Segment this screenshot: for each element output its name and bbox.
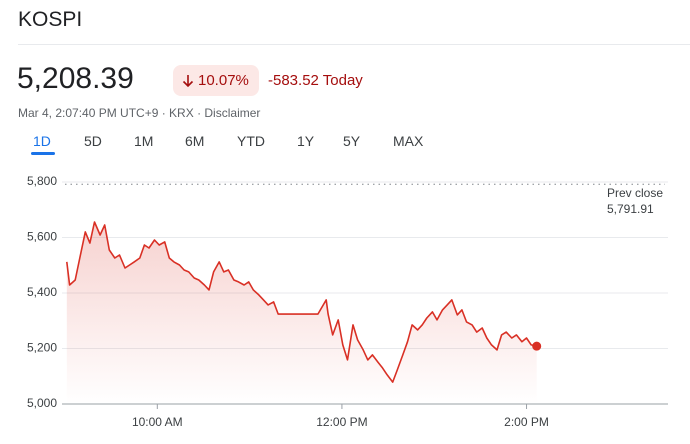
range-tab[interactable]: 5Y <box>343 133 361 149</box>
price-line <box>66 221 537 383</box>
title: KOSPI <box>18 8 83 31</box>
change-today: -583.52 Today <box>268 72 363 89</box>
y-tick-label: 5,200 <box>27 341 57 355</box>
range-tab[interactable]: 1M <box>134 133 154 149</box>
y-tick-label: 5,000 <box>27 396 57 410</box>
meta: Mar 4, 2:07:40 PM UTC+9 · KRX · Disclaim… <box>18 106 261 120</box>
price: 5,208.39 <box>17 62 134 95</box>
x-tick-label: 12:00 PM <box>316 415 367 429</box>
x-tick-label: 2:00 PM <box>504 415 549 429</box>
range-tab[interactable]: YTD <box>237 133 265 149</box>
range-tab[interactable]: 1D <box>33 133 51 149</box>
change-percent: 10.07% <box>198 72 249 89</box>
last-point <box>532 341 542 351</box>
range-tab[interactable]: 1Y <box>297 133 315 149</box>
change-badge: 10.07% <box>173 65 259 96</box>
prev-close-value: 5,791.91 <box>607 202 654 216</box>
y-tick-label: 5,400 <box>27 285 57 299</box>
y-tick-label: 5,600 <box>27 230 57 244</box>
divider <box>18 44 690 45</box>
down-arrow <box>182 75 194 88</box>
range-tab[interactable]: MAX <box>393 133 424 149</box>
prev-close-label: Prev close <box>607 186 663 200</box>
range-tab[interactable]: 6M <box>185 133 205 149</box>
tab-underline <box>31 152 55 155</box>
y-tick-label: 5,800 <box>27 174 57 188</box>
range-tab[interactable]: 5D <box>84 133 102 149</box>
area <box>66 222 537 404</box>
x-tick-label: 10:00 AM <box>132 415 183 429</box>
